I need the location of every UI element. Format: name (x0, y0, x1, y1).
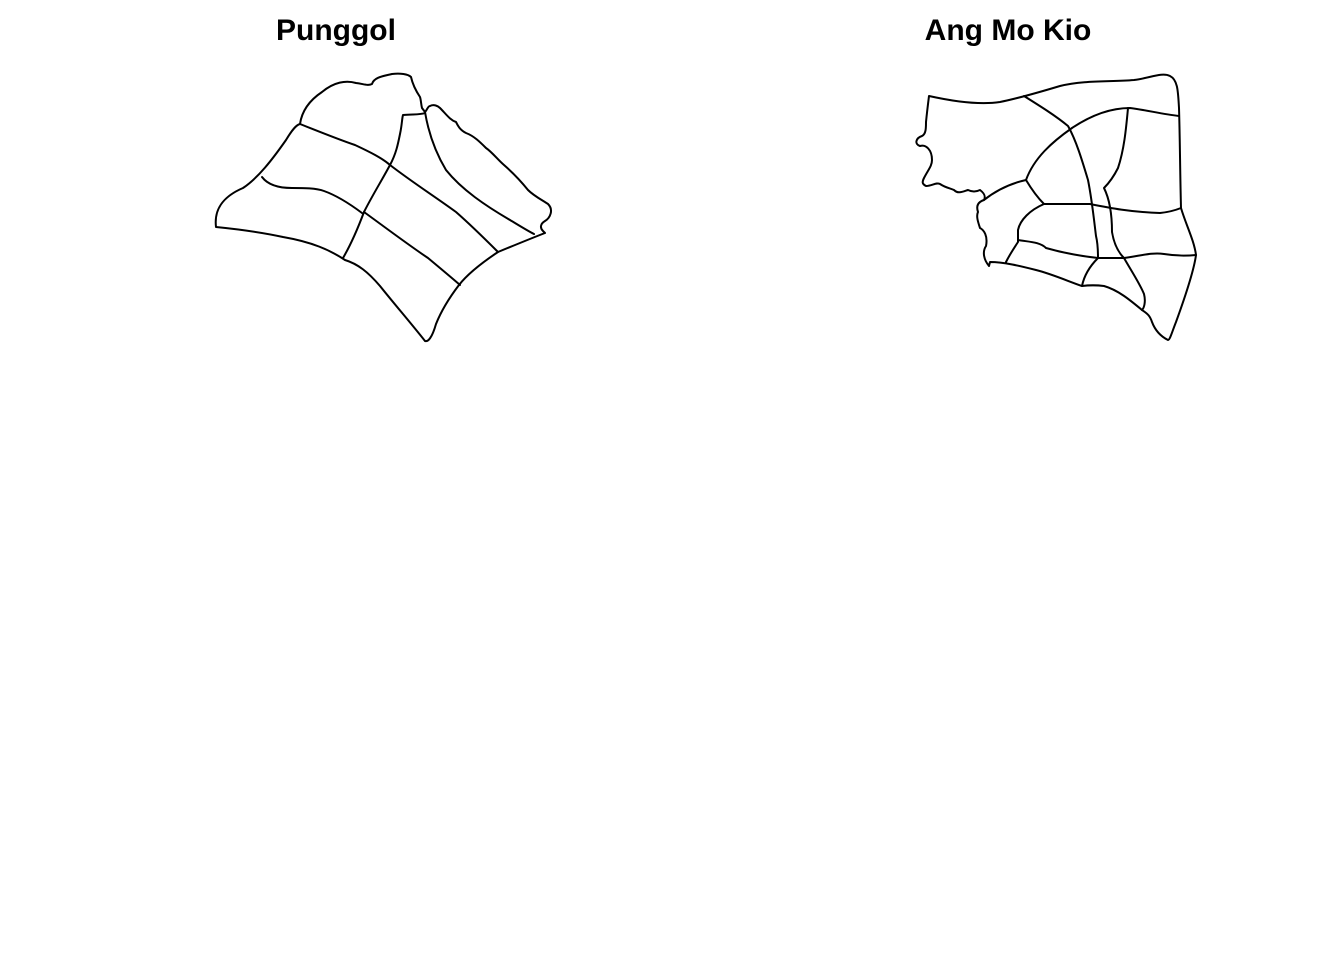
map-panel-ang-mo-kio: Ang Mo Kio (672, 0, 1344, 360)
boundary-punggol-3 (261, 176, 363, 214)
boundary-ang-mo-kio-8 (1123, 257, 1146, 311)
boundary-ang-mo-kio-5 (1005, 203, 1045, 263)
map-panel-punggol: Punggol (0, 0, 672, 360)
boundary-ang-mo-kio-1 (1023, 95, 1099, 259)
boundary-ang-mo-kio-outline (915, 73, 1197, 341)
map-title-punggol: Punggol (276, 14, 396, 47)
boundary-ang-mo-kio-6 (1017, 239, 1197, 259)
map-ang-mo-kio (915, 73, 1197, 341)
boundary-ang-mo-kio-4 (983, 179, 1182, 214)
boundary-punggol-6 (363, 211, 461, 286)
boundary-ang-mo-kio-7 (1081, 257, 1099, 287)
boundary-punggol-outline (214, 72, 553, 343)
boundary-ang-mo-kio-2 (1025, 107, 1180, 181)
map-punggol (214, 72, 553, 343)
boundary-punggol-4 (342, 164, 391, 259)
boundary-punggol-5 (389, 164, 499, 253)
boundary-ang-mo-kio-3 (1103, 107, 1129, 259)
boundary-punggol-2 (424, 111, 535, 235)
boundary-punggol-1 (299, 112, 426, 166)
map-title-ang-mo-kio: Ang Mo Kio (924, 14, 1092, 47)
